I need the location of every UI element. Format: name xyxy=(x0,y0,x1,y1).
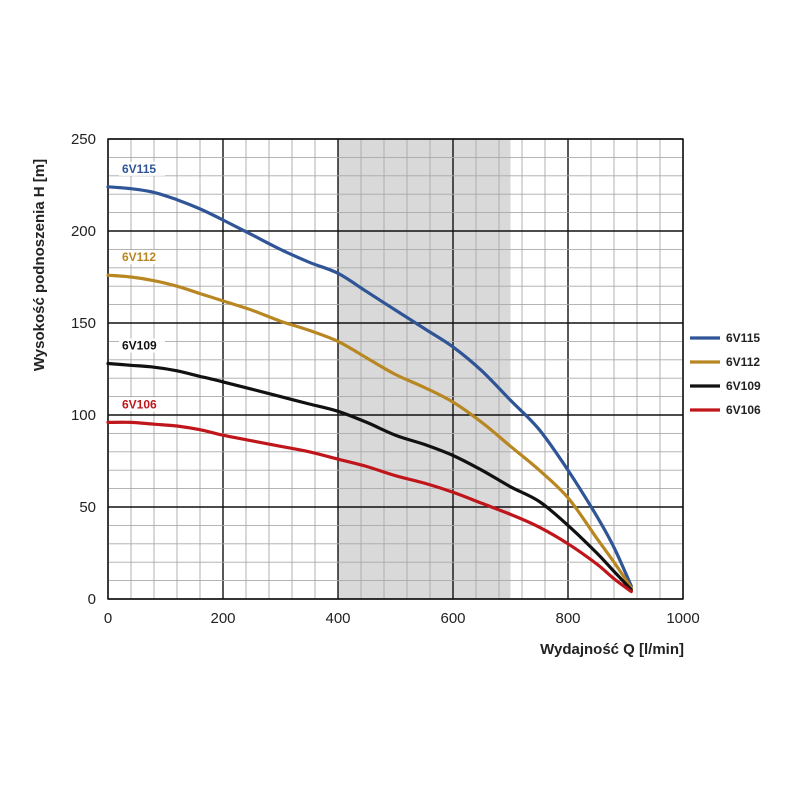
tick-label-layer: 0 200 400 600 800 1000 0 50 100 150 200 250 xyxy=(71,131,700,627)
legend-entry-6v106: 6V106 xyxy=(726,403,761,417)
inline-label-bg xyxy=(119,161,165,176)
inline-label-bg xyxy=(119,250,165,265)
highlight-band xyxy=(338,139,511,599)
series-line-6v106 xyxy=(106,420,633,594)
highlight-band-layer xyxy=(338,139,511,599)
x-tick-label: 0 xyxy=(104,610,112,627)
y-tick-label: 100 xyxy=(71,407,96,424)
series-line-6v112 xyxy=(106,273,633,590)
plot-frame xyxy=(107,138,684,600)
inline-label-6v109: 6V109 xyxy=(122,338,157,352)
y-tick-label: 250 xyxy=(71,131,96,148)
series-layer xyxy=(106,185,633,594)
y-tick-label: 0 xyxy=(88,591,96,608)
y-tick-label: 50 xyxy=(79,499,96,516)
x-axis-title: Wydajność Q [l/min] xyxy=(540,641,684,658)
inline-label-bg xyxy=(119,397,165,412)
inline-label-layer: 6V115 6V112 6V109 6V106 xyxy=(119,161,165,412)
x-tick-label: 200 xyxy=(210,610,235,627)
x-tick-label: 600 xyxy=(440,610,465,627)
inline-label-6v112: 6V112 xyxy=(122,250,156,264)
legend: 6V115 6V112 6V109 6V106 xyxy=(690,331,761,417)
inline-label-6v106: 6V106 xyxy=(122,397,157,411)
inline-label-bg xyxy=(119,338,165,353)
y-tick-label: 200 xyxy=(71,223,96,240)
x-tick-label: 400 xyxy=(325,610,350,627)
legend-entry-6v112: 6V112 xyxy=(726,355,760,369)
x-tick-label: 800 xyxy=(555,610,580,627)
inline-label-6v115: 6V115 xyxy=(122,162,156,176)
series-line-6v115 xyxy=(106,185,633,588)
y-tick-label: 150 xyxy=(71,315,96,332)
y-axis-title: Wysokość podnoszenia H [m] xyxy=(31,159,48,371)
legend-entry-6v109: 6V109 xyxy=(726,379,761,393)
series-line-6v109 xyxy=(106,361,633,592)
x-tick-label: 1000 xyxy=(666,610,699,627)
grid-layer xyxy=(107,138,684,600)
legend-entry-6v115: 6V115 xyxy=(726,331,760,345)
